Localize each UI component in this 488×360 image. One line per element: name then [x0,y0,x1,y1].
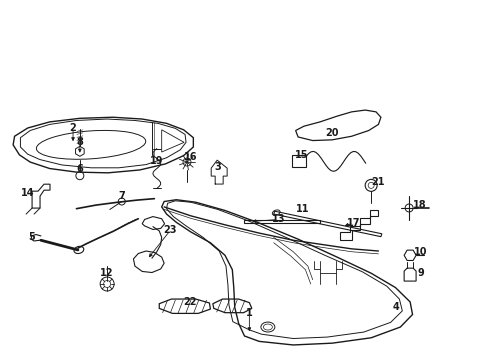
Text: 9: 9 [417,268,424,278]
Text: 23: 23 [163,225,177,235]
Text: 5: 5 [28,232,35,242]
Text: 7: 7 [118,191,125,201]
Text: 17: 17 [346,218,360,228]
Text: 4: 4 [391,302,398,312]
Text: 13: 13 [271,215,285,224]
Text: 19: 19 [150,156,163,166]
Bar [291,156,305,167]
Text: 22: 22 [183,297,196,307]
Text: 2: 2 [69,123,76,133]
Text: 14: 14 [21,188,35,198]
Text: 20: 20 [325,128,338,138]
Text: 1: 1 [245,308,252,318]
Text: 8: 8 [76,138,83,147]
Text: 21: 21 [370,177,384,187]
Text: 11: 11 [296,204,309,214]
Text: 6: 6 [76,164,83,174]
Text: 12: 12 [100,268,114,278]
Text: 16: 16 [184,152,197,162]
Text: 15: 15 [295,150,308,160]
Text: 3: 3 [214,162,221,172]
Text: 10: 10 [413,247,427,257]
Text: 18: 18 [412,200,426,210]
